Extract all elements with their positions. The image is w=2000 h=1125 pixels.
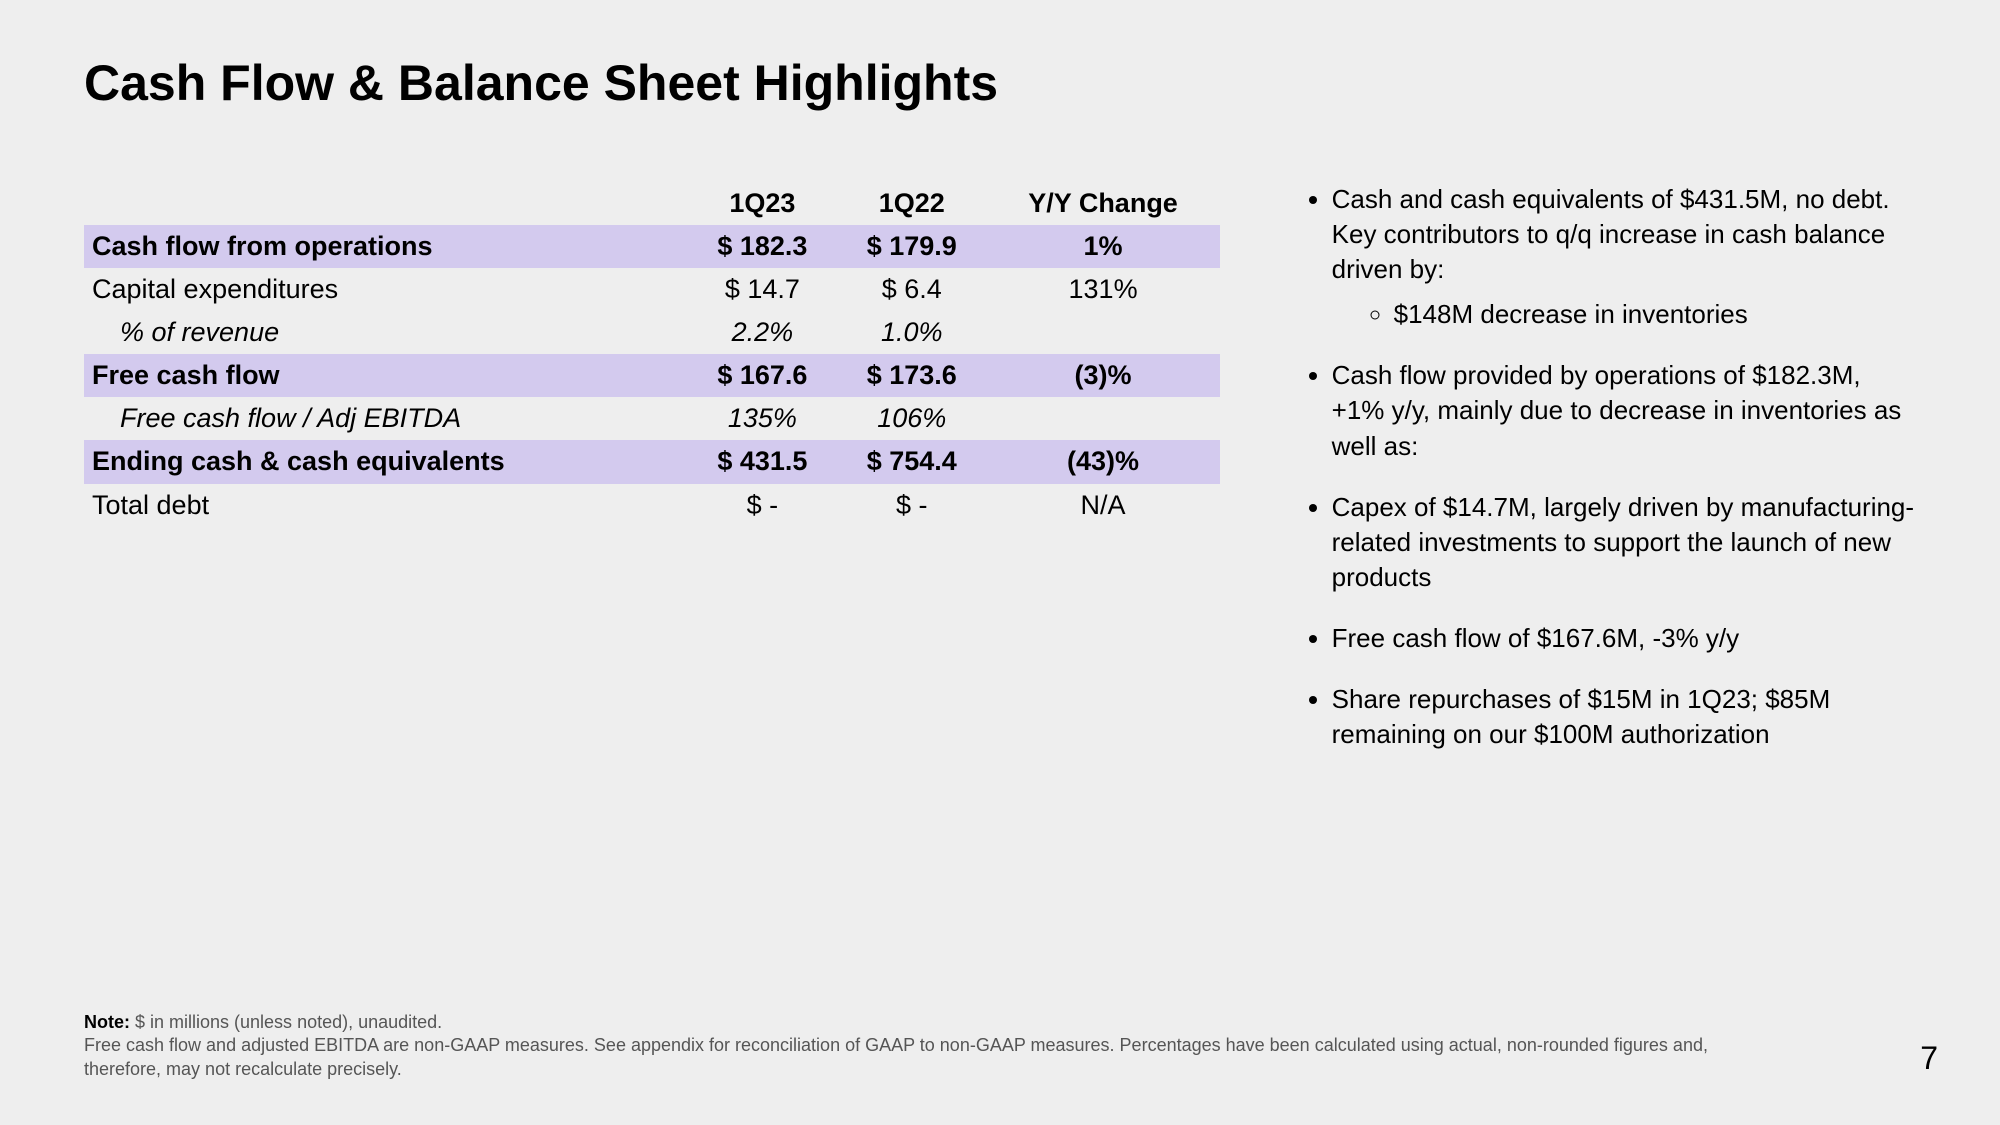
table-row: % of revenue2.2%1.0% [84, 311, 1220, 354]
table-row: Free cash flow / Adj EBITDA135%106% [84, 397, 1220, 440]
cell-yy [986, 397, 1219, 440]
cell-label: Cash flow from operations [84, 225, 688, 268]
bullet-item: Capex of $14.7M, largely driven by manuf… [1332, 490, 1916, 595]
cell-yy [986, 311, 1219, 354]
cell-q22: 1.0% [837, 311, 986, 354]
cell-q22: $ 754.4 [837, 440, 986, 483]
cell-q23: $ - [688, 484, 837, 527]
bullet-item: Free cash flow of $167.6M, -3% y/y [1332, 621, 1916, 656]
cell-label: Capital expenditures [84, 268, 688, 311]
cashflow-table: 1Q23 1Q22 Y/Y Change Cash flow from oper… [84, 182, 1220, 527]
table-row: Cash flow from operations$ 182.3$ 179.91… [84, 225, 1220, 268]
col-1q22: 1Q22 [837, 182, 986, 225]
bullet-item: Share repurchases of $15M in 1Q23; $85M … [1332, 682, 1916, 752]
slide: Cash Flow & Balance Sheet Highlights 1Q2… [0, 0, 2000, 1125]
table-row: Ending cash & cash equivalents$ 431.5$ 7… [84, 440, 1220, 483]
cell-yy: (3)% [986, 354, 1219, 397]
table-header-row: 1Q23 1Q22 Y/Y Change [84, 182, 1220, 225]
footnote: Note: $ in millions (unless noted), unau… [84, 1011, 1784, 1081]
cell-yy: N/A [986, 484, 1219, 527]
cell-label: % of revenue [84, 311, 688, 354]
footnote-line2: Free cash flow and adjusted EBITDA are n… [84, 1035, 1708, 1078]
cell-q22: $ 6.4 [837, 268, 986, 311]
cell-yy: 131% [986, 268, 1219, 311]
cell-q22: $ 173.6 [837, 354, 986, 397]
cell-q23: 2.2% [688, 311, 837, 354]
cell-q23: $ 431.5 [688, 440, 837, 483]
cashflow-table-wrap: 1Q23 1Q22 Y/Y Change Cash flow from oper… [84, 182, 1220, 778]
col-1q23: 1Q23 [688, 182, 837, 225]
col-yy: Y/Y Change [986, 182, 1219, 225]
table-row: Capital expenditures$ 14.7$ 6.4131% [84, 268, 1220, 311]
sub-bullet-list: $148M decrease in inventories [1332, 297, 1916, 332]
bullet-item: Cash flow provided by operations of $182… [1332, 358, 1916, 463]
sub-bullet-item: $148M decrease in inventories [1394, 297, 1916, 332]
table-body: Cash flow from operations$ 182.3$ 179.91… [84, 225, 1220, 527]
footnote-label: Note: [84, 1012, 130, 1032]
cell-label: Free cash flow / Adj EBITDA [84, 397, 688, 440]
cell-yy: (43)% [986, 440, 1219, 483]
bullet-list: Cash and cash equivalents of $431.5M, no… [1280, 182, 1916, 778]
bullet-item: Cash and cash equivalents of $431.5M, no… [1332, 182, 1916, 332]
table-row: Total debt$ -$ -N/A [84, 484, 1220, 527]
table-row: Free cash flow$ 167.6$ 173.6(3)% [84, 354, 1220, 397]
footnote-line1: $ in millions (unless noted), unaudited. [130, 1012, 442, 1032]
page-number: 7 [1920, 1040, 1938, 1077]
content-row: 1Q23 1Q22 Y/Y Change Cash flow from oper… [84, 182, 1916, 778]
cell-q23: 135% [688, 397, 837, 440]
col-metric [84, 182, 688, 225]
cell-label: Ending cash & cash equivalents [84, 440, 688, 483]
cell-q23: $ 167.6 [688, 354, 837, 397]
cell-q23: $ 182.3 [688, 225, 837, 268]
bullets-ul: Cash and cash equivalents of $431.5M, no… [1280, 182, 1916, 752]
cell-label: Total debt [84, 484, 688, 527]
cell-label: Free cash flow [84, 354, 688, 397]
cell-q22: $ 179.9 [837, 225, 986, 268]
cell-q22: $ - [837, 484, 986, 527]
cell-q22: 106% [837, 397, 986, 440]
page-title: Cash Flow & Balance Sheet Highlights [84, 54, 1916, 112]
cell-yy: 1% [986, 225, 1219, 268]
cell-q23: $ 14.7 [688, 268, 837, 311]
